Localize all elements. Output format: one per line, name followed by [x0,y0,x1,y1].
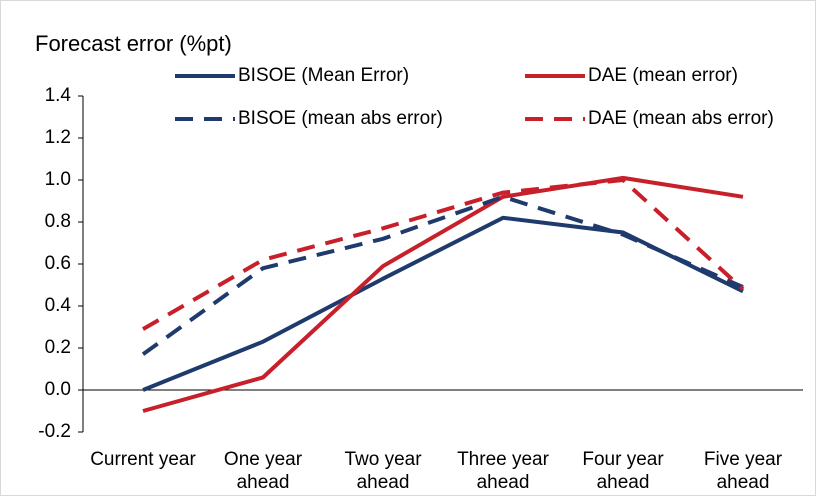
series-line [141,194,744,356]
series-line [142,215,744,392]
legend-label: DAE (mean abs error) [588,108,774,129]
y-tick-label: 0.0 [45,379,71,400]
y-tick-label: 1.0 [45,169,71,190]
x-tick-label: Five year ahead [703,449,783,493]
legend-label: BISOE (mean abs error) [238,108,443,129]
legend-label: DAE (mean error) [588,65,738,86]
x-tick-label: Four year ahead [582,449,664,493]
x-tick-label: Three year ahead [457,449,549,493]
series-line [142,175,744,413]
chart-title: Forecast error (%pt) [35,31,232,56]
x-tick-label: Two year ahead [344,449,422,493]
y-tick-label: 1.4 [45,85,72,106]
y-tick-label: 1.2 [45,127,71,148]
y-tick-label: -0.2 [38,421,71,442]
x-tick-label: One year ahead [223,449,303,493]
series-line [141,177,745,331]
y-tick-label: 0.2 [45,337,71,358]
y-tick-label: 0.8 [45,211,71,232]
x-tick-label: Current year [90,449,196,470]
y-tick-label: 0.6 [45,253,71,274]
y-tick-label: 0.4 [45,295,72,316]
legend-label: BISOE (Mean Error) [238,65,409,86]
